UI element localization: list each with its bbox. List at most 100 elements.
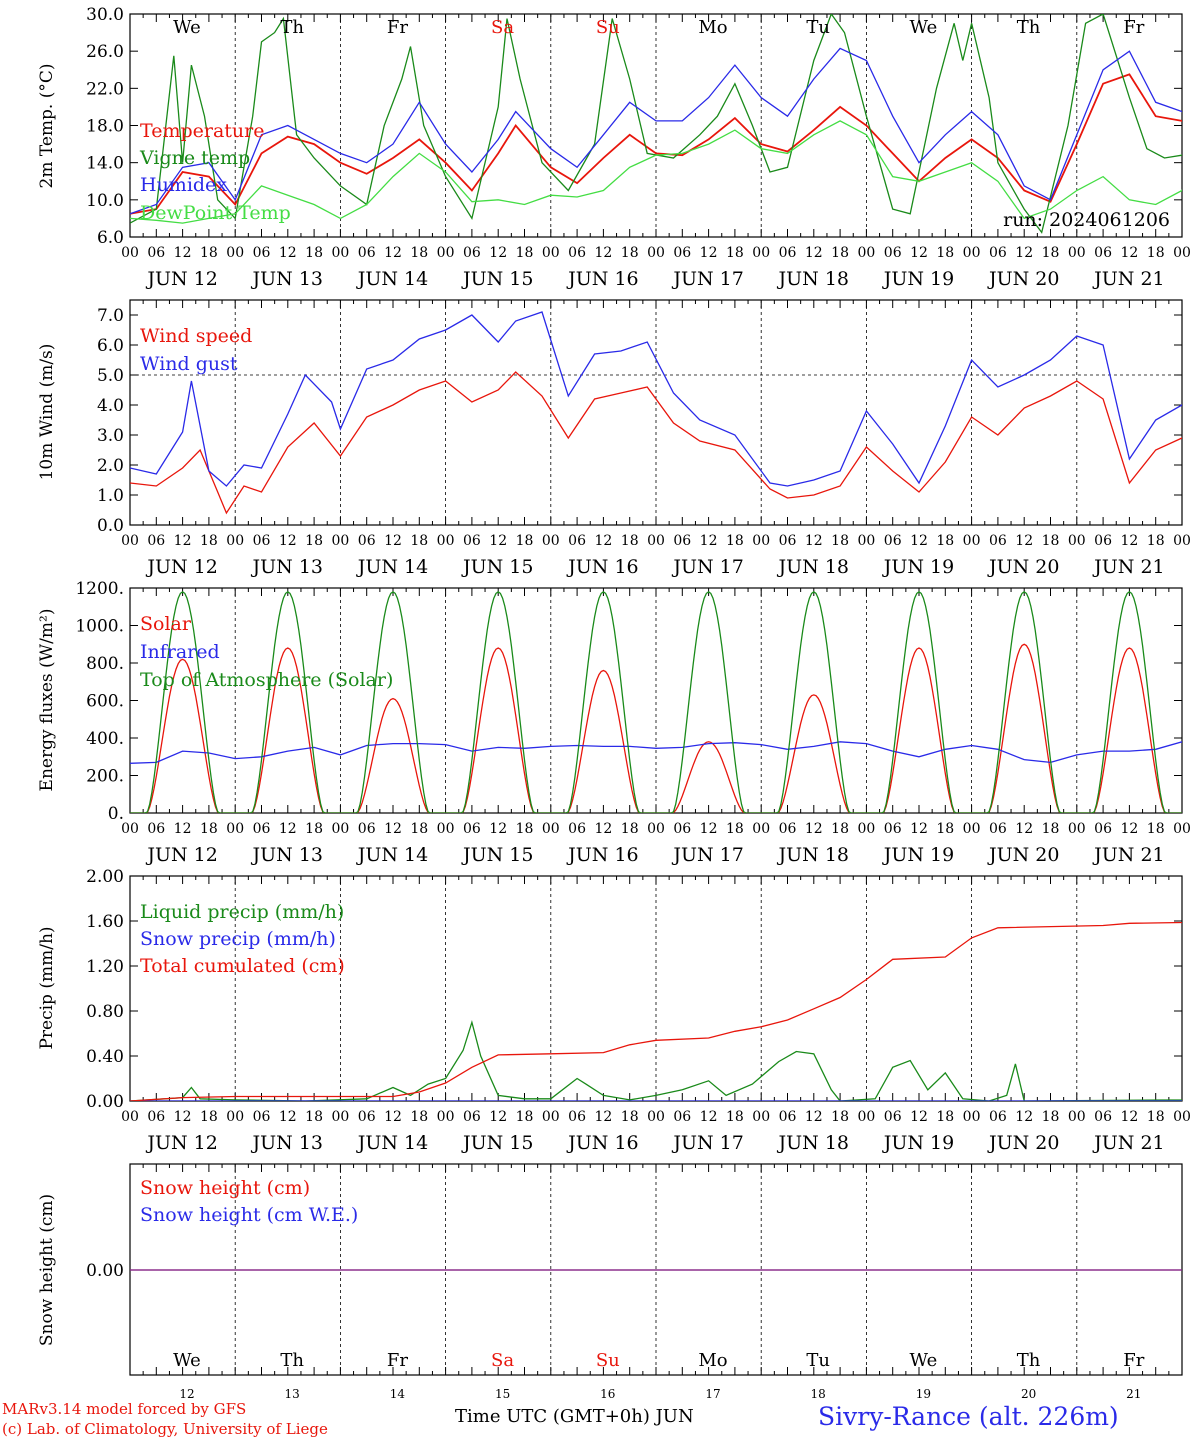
legend-entry: Snow height (cm): [140, 1177, 310, 1199]
y-tick-label: 5.0: [97, 366, 124, 386]
series-line-wind-speed: [130, 371, 1182, 515]
hour-tick-label: 18: [831, 1109, 849, 1125]
series-line-liquid-precip-mm-h-: [130, 1019, 1182, 1101]
hour-tick-label: 12: [384, 245, 402, 261]
series-line-vigne-temp: [130, 14, 1182, 234]
date-label: JUN 15: [461, 556, 533, 578]
y-tick-label: 3.0: [97, 426, 124, 446]
hour-tick-label: 06: [1094, 245, 1112, 261]
hour-tick-label: 00: [437, 821, 455, 837]
y-tick-label: 0.: [108, 804, 124, 824]
hour-tick-label: 12: [594, 533, 612, 549]
hour-tick-label: 12: [1120, 533, 1138, 549]
series-line-total-cumulated-cm-: [130, 921, 1182, 1101]
hour-tick-label: 12: [174, 533, 192, 549]
weekday-label: Fr: [1123, 1350, 1144, 1371]
y-tick-label: 0.0: [97, 516, 124, 536]
hour-tick-label: 00: [437, 245, 455, 261]
date-label: JUN 13: [251, 844, 323, 866]
y-tick-label: 14.0: [86, 154, 124, 174]
hour-tick-label: 12: [279, 1109, 297, 1125]
hour-tick-label: 06: [358, 533, 376, 549]
y-axis-label: 10m Wind (m/s): [37, 344, 57, 481]
date-label: JUN 19: [882, 844, 954, 866]
date-label: JUN 18: [777, 556, 849, 578]
hour-tick-label: 12: [279, 821, 297, 837]
hour-tick-label: 06: [673, 245, 691, 261]
weekday-label: Th: [280, 17, 304, 38]
weekday-label: We: [173, 17, 201, 38]
y-tick-label: 1.0: [97, 486, 124, 506]
y-axis-label: 2m Temp. (°C): [37, 63, 57, 188]
hour-tick-label: 12: [700, 821, 718, 837]
hour-tick-label: 12: [594, 245, 612, 261]
data-layer: [130, 311, 1182, 515]
day-number-label: 13: [285, 1387, 300, 1400]
hour-tick-label: 06: [1094, 821, 1112, 837]
y-tick-label: 200.: [86, 767, 124, 787]
hour-tick-label: 00: [542, 1109, 560, 1125]
date-label: JUN 12: [145, 844, 217, 866]
hour-tick-label: 00: [752, 245, 770, 261]
hour-tick-label: 06: [1094, 533, 1112, 549]
date-label: JUN 16: [566, 268, 638, 290]
date-label: JUN 21: [1092, 1132, 1164, 1154]
hour-tick-label: 12: [594, 1109, 612, 1125]
series-line-dewpoint-temp: [130, 120, 1182, 224]
hour-tick-label: 18: [1147, 821, 1165, 837]
hour-tick-label: 12: [910, 245, 928, 261]
legend-entry: Snow precip (mm/h): [140, 928, 336, 950]
hour-tick-label: 06: [568, 245, 586, 261]
hour-tick-label: 06: [673, 821, 691, 837]
y-tick-label: 6.0: [97, 228, 124, 248]
hour-tick-label: 00: [1068, 821, 1086, 837]
day-number-label: 19: [916, 1387, 931, 1400]
date-label: JUN 21: [1092, 268, 1164, 290]
hour-tick-label: 00: [226, 1109, 244, 1125]
date-label: JUN 19: [882, 556, 954, 578]
panel-4: 0.00 0.40 0.80 1.20 1.60 2.00 Precip (mm/h) 00 0…: [37, 867, 1191, 1154]
day-number-label: 21: [1126, 1387, 1141, 1400]
hour-tick-label: 06: [779, 533, 797, 549]
date-label: JUN 20: [987, 844, 1059, 866]
hour-tick-label: 06: [463, 533, 481, 549]
weekday-label: Th: [1017, 17, 1041, 38]
legend-entry: Top of Atmosphere (Solar): [140, 669, 393, 691]
x-axis-title: Time UTC (GMT+0h) JUN: [455, 1406, 694, 1427]
date-label: JUN 21: [1092, 556, 1164, 578]
hour-tick-label: 12: [594, 821, 612, 837]
date-label: JUN 20: [987, 1132, 1059, 1154]
hour-tick-label: 00: [542, 245, 560, 261]
y-tick-label: 400.: [86, 729, 124, 749]
hour-tick-label: 18: [1147, 533, 1165, 549]
hour-tick-label: 12: [279, 533, 297, 549]
weekday-label: We: [173, 1350, 201, 1371]
weekday-label: We: [910, 1350, 938, 1371]
hour-tick-label: 00: [121, 821, 139, 837]
hour-tick-label: 18: [1147, 245, 1165, 261]
hour-tick-label: 00: [331, 821, 349, 837]
date-label: JUN 17: [671, 556, 743, 578]
hour-tick-label: 18: [831, 245, 849, 261]
hour-tick-label: 12: [1015, 821, 1033, 837]
hour-tick-label: 06: [253, 821, 271, 837]
day-number-label: 14: [390, 1387, 406, 1400]
hour-tick-label: 06: [1094, 1109, 1112, 1125]
y-tick-label: 0.80: [86, 1002, 124, 1022]
hour-tick-label: 12: [174, 1109, 192, 1125]
hour-tick-label: 18: [410, 1109, 428, 1125]
hour-tick-label: 12: [700, 533, 718, 549]
legend-entry: Infrared: [140, 641, 220, 663]
hour-tick-label: 06: [989, 245, 1007, 261]
hour-tick-label: 06: [147, 821, 165, 837]
hour-tick-label: 12: [805, 533, 823, 549]
date-label: JUN 17: [671, 1132, 743, 1154]
hour-tick-label: 18: [410, 533, 428, 549]
hour-tick-label: 06: [253, 533, 271, 549]
hour-tick-label: 12: [489, 533, 507, 549]
hour-tick-label: 18: [305, 245, 323, 261]
hour-tick-label: 12: [1015, 1109, 1033, 1125]
hour-tick-label: 18: [1042, 533, 1060, 549]
data-layer: [130, 590, 1182, 813]
date-label: JUN 17: [671, 844, 743, 866]
